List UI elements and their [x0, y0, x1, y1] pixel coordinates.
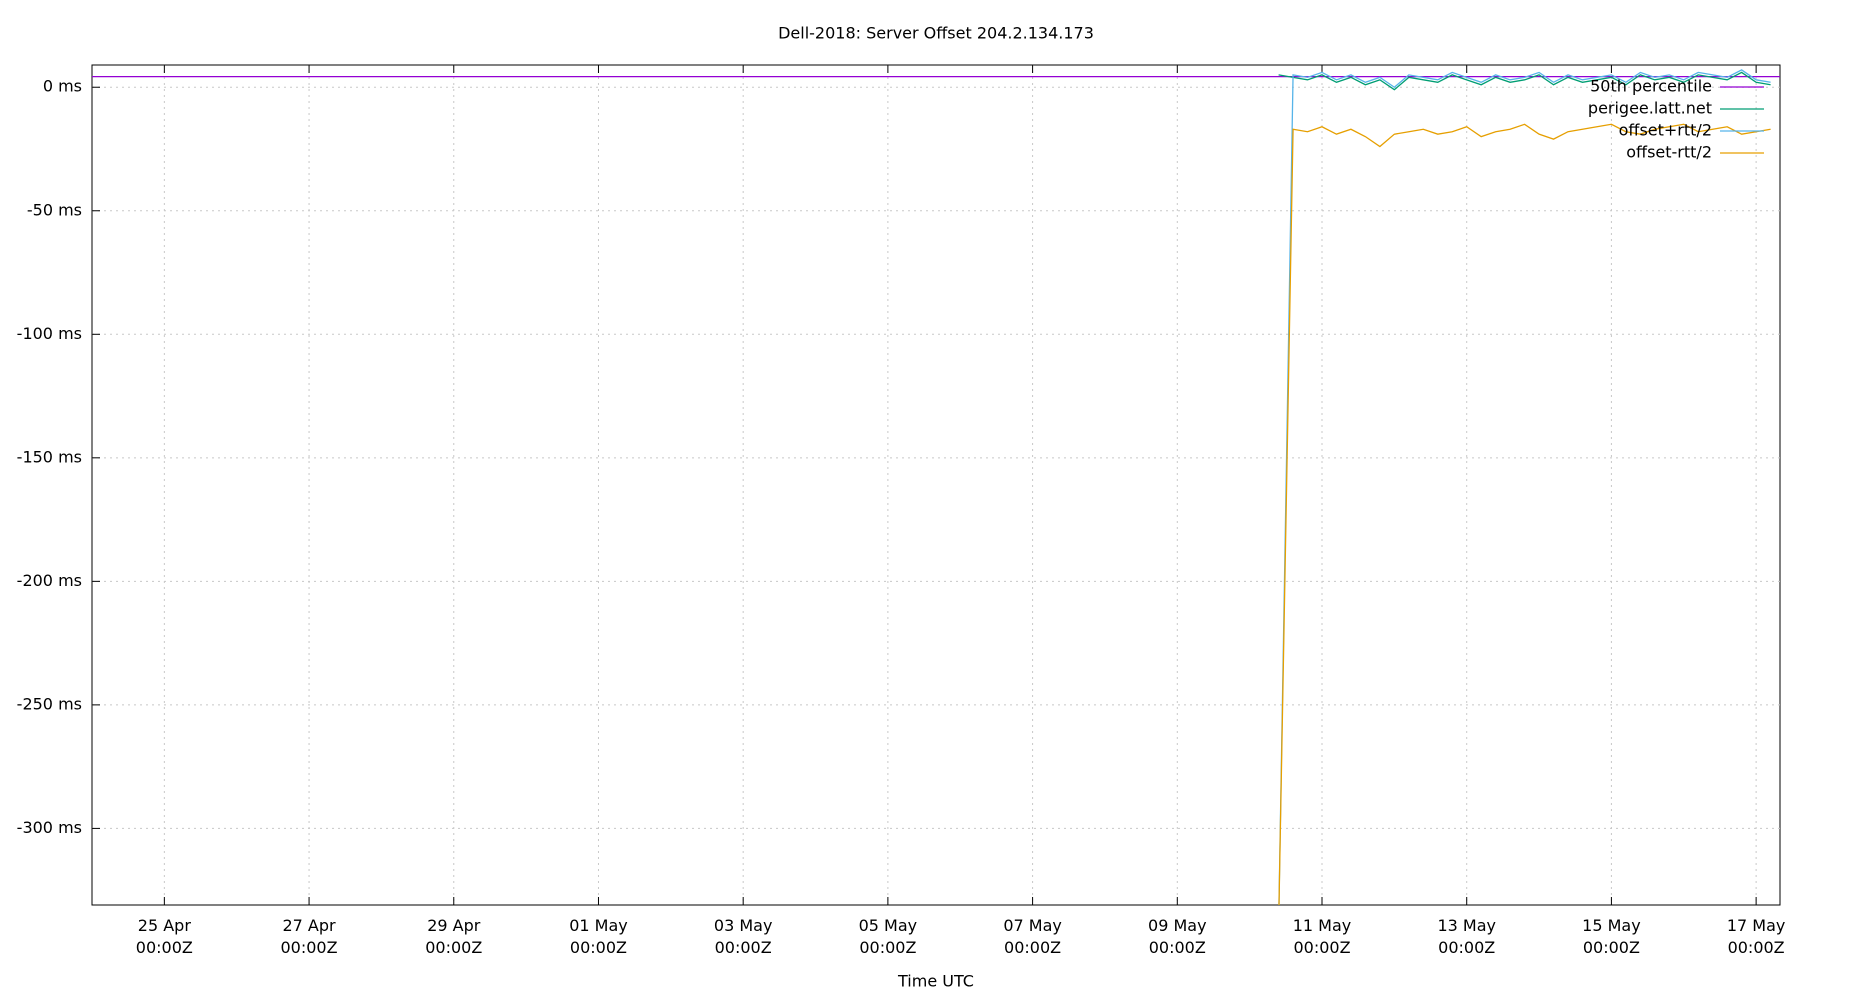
x-tick-label: 29 Apr 00:00Z [425, 916, 483, 957]
x-tick-label: 27 Apr 00:00Z [280, 916, 338, 957]
legend-label: offset-rtt/2 [1626, 143, 1712, 162]
x-tick-label: 05 May 00:00Z [858, 916, 918, 957]
y-tick-label: 0 ms [43, 77, 82, 96]
legend-label: offset+rtt/2 [1619, 121, 1712, 140]
x-tick-label: 11 May 00:00Z [1292, 916, 1352, 957]
plot-frame [91, 64, 1781, 906]
x-tick-label: 03 May 00:00Z [713, 916, 773, 957]
legend-label: perigee.latt.net [1588, 99, 1712, 118]
chart-title: Dell-2018: Server Offset 204.2.134.173 [778, 24, 1094, 43]
series-line [1278, 71, 1771, 91]
y-tick-label: -250 ms [17, 694, 82, 713]
y-tick-label: -200 ms [17, 571, 82, 590]
y-tick-label: -50 ms [27, 200, 82, 219]
legend-label: 50th percentile [1590, 77, 1712, 96]
x-tick-label: 09 May 00:00Z [1148, 916, 1207, 957]
y-tick-label: -150 ms [17, 447, 82, 466]
series-line [1278, 69, 1771, 905]
x-tick-label: 15 May 00:00Z [1582, 916, 1641, 957]
series-line [1278, 123, 1771, 905]
x-tick-label: 13 May 00:00Z [1437, 916, 1496, 957]
y-tick-label: -100 ms [17, 324, 82, 343]
x-tick-label: 01 May 00:00Z [569, 916, 628, 957]
x-tick-label: 07 May 00:00Z [1003, 916, 1062, 957]
x-tick-label: 17 May 00:00Z [1726, 916, 1786, 957]
x-tick-label: 25 Apr 00:00Z [135, 916, 193, 957]
y-tick-label: -300 ms [17, 818, 82, 837]
x-axis-label: Time UTC [897, 972, 974, 991]
plot-lines [92, 69, 1780, 905]
